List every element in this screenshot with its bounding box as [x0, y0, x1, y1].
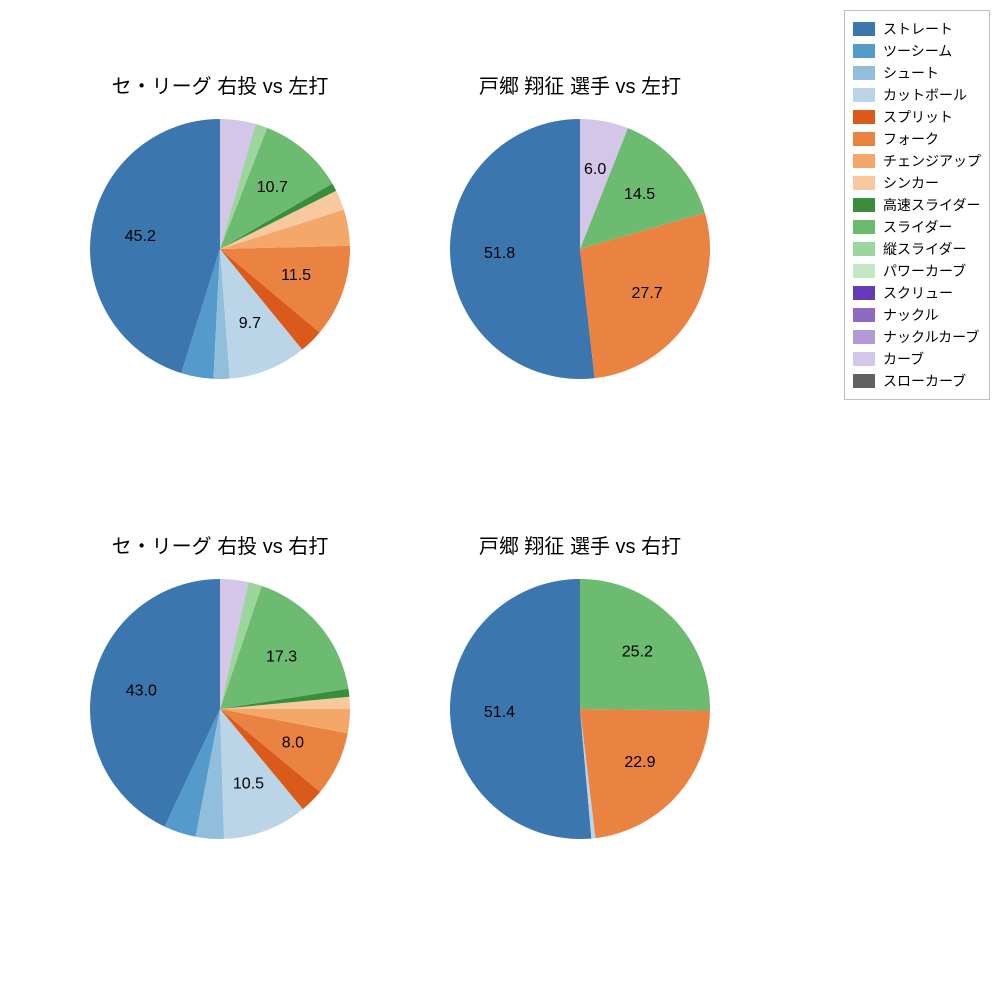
legend-item: シンカー	[853, 173, 981, 193]
legend-item: フォーク	[853, 129, 981, 149]
slice-label: 17.3	[266, 648, 297, 665]
slice-label: 14.5	[624, 186, 655, 203]
chart-cell: セ・リーグ 右投 vs 右打 43.0 10.5 8.0 17.3	[40, 500, 400, 960]
legend-item: 縦スライダー	[853, 239, 981, 259]
slice-label: 51.4	[484, 704, 515, 721]
legend-swatch	[853, 88, 875, 102]
legend: ストレートツーシームシュートカットボールスプリットフォークチェンジアップシンカー…	[844, 10, 990, 400]
legend-label: ナックル	[883, 305, 939, 325]
chart-title: セ・リーグ 右投 vs 左打	[112, 70, 329, 99]
legend-item: スローカーブ	[853, 371, 981, 391]
chart-cell: 戸郷 翔征 選手 vs 左打 51.8 27.7 14.5 6.0	[400, 40, 760, 500]
legend-item: スクリュー	[853, 283, 981, 303]
legend-swatch	[853, 44, 875, 58]
legend-swatch	[853, 132, 875, 146]
legend-label: シンカー	[883, 173, 939, 193]
pie-wrap: 43.0 10.5 8.0 17.3	[90, 579, 350, 839]
figure: セ・リーグ 右投 vs 左打 45.2 9.7 11.5 10.7 戸郷 翔征 選手 vs…	[0, 0, 1000, 1000]
slice-label: 9.7	[239, 315, 261, 332]
legend-swatch	[853, 374, 875, 388]
legend-swatch	[853, 110, 875, 124]
legend-swatch	[853, 264, 875, 278]
legend-swatch	[853, 286, 875, 300]
legend-swatch	[853, 220, 875, 234]
legend-item: ツーシーム	[853, 41, 981, 61]
legend-label: スクリュー	[883, 283, 953, 303]
legend-swatch	[853, 22, 875, 36]
legend-item: パワーカーブ	[853, 261, 981, 281]
chart-grid: セ・リーグ 右投 vs 左打 45.2 9.7 11.5 10.7 戸郷 翔征 選手 vs…	[40, 40, 760, 960]
slice-label: 8.0	[282, 735, 304, 752]
slice-label: 6.0	[584, 161, 606, 178]
legend-item: カットボール	[853, 85, 981, 105]
legend-item: ナックル	[853, 305, 981, 325]
legend-item: 高速スライダー	[853, 195, 981, 215]
legend-label: 縦スライダー	[883, 239, 966, 259]
legend-label: チェンジアップ	[883, 151, 981, 171]
legend-label: スローカーブ	[883, 371, 966, 391]
legend-swatch	[853, 154, 875, 168]
pie-slice	[450, 119, 595, 379]
pie-slice	[450, 579, 591, 839]
legend-label: カットボール	[883, 85, 967, 105]
slice-label: 43.0	[126, 683, 157, 700]
chart-title: 戸郷 翔征 選手 vs 左打	[479, 70, 681, 99]
legend-label: フォーク	[883, 129, 939, 149]
pie-chart: 51.8 27.7 14.5 6.0	[450, 119, 710, 379]
slice-label: 10.7	[257, 179, 288, 196]
slice-label: 11.5	[281, 267, 311, 284]
chart-title: 戸郷 翔征 選手 vs 右打	[479, 530, 681, 559]
pie-wrap: 51.8 27.7 14.5 6.0	[450, 119, 710, 379]
legend-label: ストレート	[883, 19, 953, 39]
chart-cell: 戸郷 翔征 選手 vs 右打 51.4 22.9 25.2	[400, 500, 760, 960]
legend-item: スプリット	[853, 107, 981, 127]
legend-swatch	[853, 330, 875, 344]
legend-label: カーブ	[883, 349, 924, 369]
pie-chart: 43.0 10.5 8.0 17.3	[90, 579, 350, 839]
chart-title: セ・リーグ 右投 vs 右打	[112, 530, 329, 559]
legend-item: ナックルカーブ	[853, 327, 981, 347]
legend-label: スプリット	[883, 107, 953, 127]
pie-chart: 51.4 22.9 25.2	[450, 579, 710, 839]
legend-label: ツーシーム	[883, 41, 952, 61]
legend-item: スライダー	[853, 217, 981, 237]
legend-label: パワーカーブ	[883, 261, 966, 281]
slice-label: 45.2	[125, 228, 156, 245]
legend-swatch	[853, 242, 875, 256]
legend-swatch	[853, 198, 875, 212]
legend-label: 高速スライダー	[883, 195, 980, 215]
legend-label: ナックルカーブ	[883, 327, 979, 347]
legend-item: ストレート	[853, 19, 981, 39]
slice-label: 51.8	[484, 245, 515, 262]
legend-item: シュート	[853, 63, 981, 83]
slice-label: 22.9	[624, 754, 655, 771]
legend-label: シュート	[883, 63, 939, 83]
pie-wrap: 45.2 9.7 11.5 10.7	[90, 119, 350, 379]
legend-item: チェンジアップ	[853, 151, 981, 171]
pie-slice	[580, 709, 710, 838]
pie-chart: 45.2 9.7 11.5 10.7	[90, 119, 350, 379]
legend-swatch	[853, 176, 875, 190]
legend-label: スライダー	[883, 217, 952, 237]
legend-swatch	[853, 66, 875, 80]
pie-wrap: 51.4 22.9 25.2	[450, 579, 710, 839]
chart-cell: セ・リーグ 右投 vs 左打 45.2 9.7 11.5 10.7	[40, 40, 400, 500]
legend-swatch	[853, 308, 875, 322]
slice-label: 25.2	[622, 644, 653, 661]
legend-item: カーブ	[853, 349, 981, 369]
slice-label: 10.5	[233, 776, 264, 793]
legend-swatch	[853, 352, 875, 366]
slice-label: 27.7	[632, 285, 663, 302]
